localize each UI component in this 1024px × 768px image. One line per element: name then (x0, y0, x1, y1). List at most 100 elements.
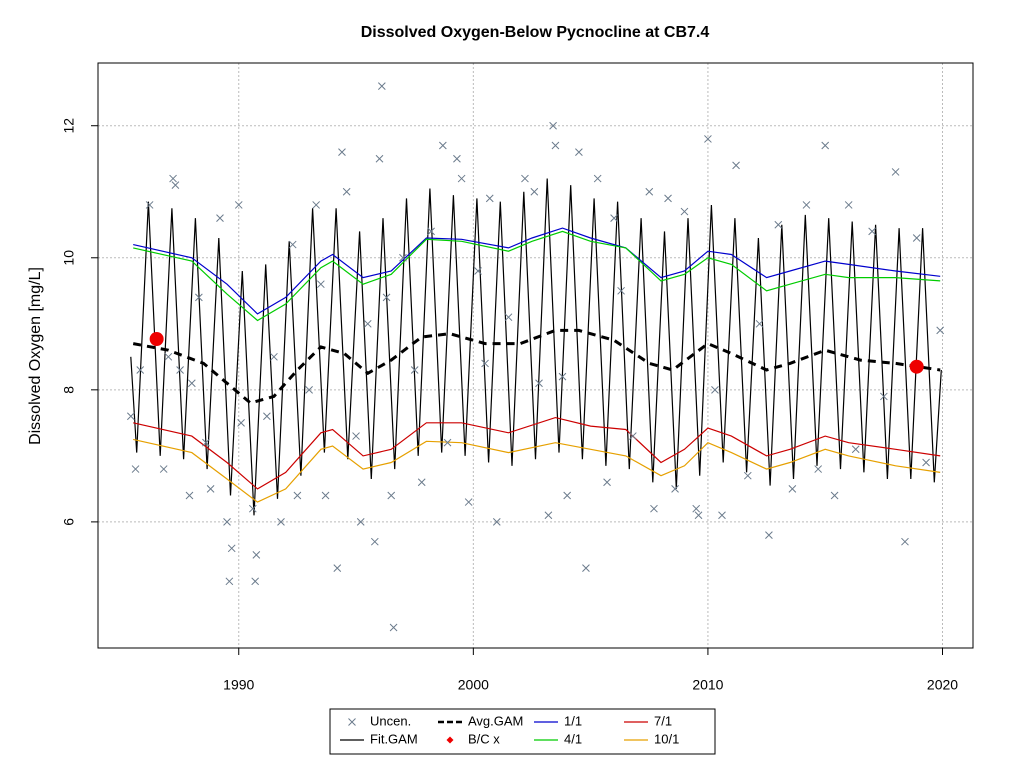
y-tick-label: 6 (61, 518, 77, 526)
data-point (443, 438, 452, 447)
legend-label: 1/1 (564, 713, 582, 728)
data-point (164, 352, 173, 361)
x-tick-label: 1990 (223, 677, 254, 693)
legend-label: Fit.GAM (370, 731, 418, 746)
data-point (844, 201, 853, 209)
data-point (338, 148, 346, 156)
data-point (593, 174, 602, 183)
data-point (453, 154, 461, 163)
data-point (234, 201, 243, 209)
series-line (133, 227, 941, 315)
x-tick-label: 2010 (692, 677, 723, 693)
data-point (225, 577, 234, 586)
data-point (544, 511, 553, 520)
data-point (755, 319, 764, 328)
data-point (387, 491, 396, 500)
plot-frame (97, 62, 974, 649)
data-point (248, 504, 257, 513)
data-point (912, 234, 921, 242)
series-line (133, 230, 941, 322)
legend-label: 7/1 (654, 713, 672, 728)
data-point (417, 478, 426, 487)
legend-label: B/C x (468, 731, 500, 746)
legend-marker (446, 736, 454, 744)
data-point (342, 187, 351, 196)
y-tick-label: 8 (61, 386, 77, 394)
data-point (206, 485, 215, 493)
data-point (563, 491, 572, 500)
data-point (901, 537, 909, 546)
data-point (202, 438, 210, 447)
data-point (427, 227, 435, 236)
data-point (187, 379, 196, 388)
data-point (530, 187, 539, 196)
x-tick-label: 2020 (927, 677, 958, 693)
data-point (575, 148, 583, 156)
data-point (535, 379, 543, 388)
data-point (321, 491, 330, 500)
x-tick-label: 2000 (458, 677, 489, 693)
data-point (664, 194, 672, 203)
data-point (195, 293, 203, 302)
data-point (617, 286, 625, 295)
legend-label: Avg.GAM (468, 713, 523, 728)
data-point (382, 293, 391, 302)
legend-box (329, 708, 716, 755)
data-point (293, 491, 302, 500)
data-point (830, 491, 839, 500)
data-point (718, 511, 726, 520)
data-point (464, 498, 473, 506)
data-point (628, 432, 637, 440)
data-point (185, 491, 194, 500)
data-point (216, 214, 224, 223)
chart-title: Dissolved Oxygen-Below Pycnocline at CB7… (361, 24, 710, 41)
y-axis-label: Dissolved Oxygen [mg/L] (27, 267, 44, 445)
data-point (410, 366, 419, 374)
data-point (363, 319, 372, 328)
data-point (851, 445, 860, 454)
data-point (317, 280, 325, 289)
data-point (136, 366, 145, 374)
y-tick-label: 10 (61, 250, 77, 266)
data-point (312, 201, 321, 209)
data-point (263, 412, 271, 421)
data-point (610, 214, 618, 223)
series-line (133, 438, 941, 503)
data-point (650, 504, 658, 513)
bc-point (909, 359, 924, 374)
data-point (375, 154, 384, 163)
data-point (159, 465, 168, 473)
data-point (891, 168, 900, 176)
data-point (277, 518, 285, 526)
data-point (680, 207, 689, 216)
data-point (145, 201, 154, 209)
data-point (252, 551, 261, 559)
data-point (521, 174, 529, 183)
data-point (936, 326, 945, 335)
data-point (389, 623, 398, 632)
data-point (694, 511, 703, 520)
data-point (457, 174, 466, 183)
data-point (223, 518, 231, 526)
data-point (227, 544, 236, 553)
data-point (765, 531, 773, 539)
data-point (176, 366, 184, 374)
data-point (582, 564, 590, 572)
data-point (704, 135, 712, 143)
data-point (603, 478, 611, 487)
legend-label: Uncen. (370, 713, 411, 728)
data-point (352, 432, 360, 440)
data-point (774, 220, 783, 229)
data-point (549, 121, 557, 130)
legend-label: 10/1 (654, 731, 679, 746)
data-point (821, 141, 830, 150)
data-point (868, 227, 876, 236)
data-point (732, 161, 740, 170)
data-point (504, 313, 513, 322)
data-point (558, 372, 567, 381)
data-point (788, 485, 797, 493)
y-tick-label: 12 (61, 118, 77, 134)
data-point (377, 82, 386, 90)
data-point (305, 385, 313, 394)
data-point (333, 564, 342, 572)
